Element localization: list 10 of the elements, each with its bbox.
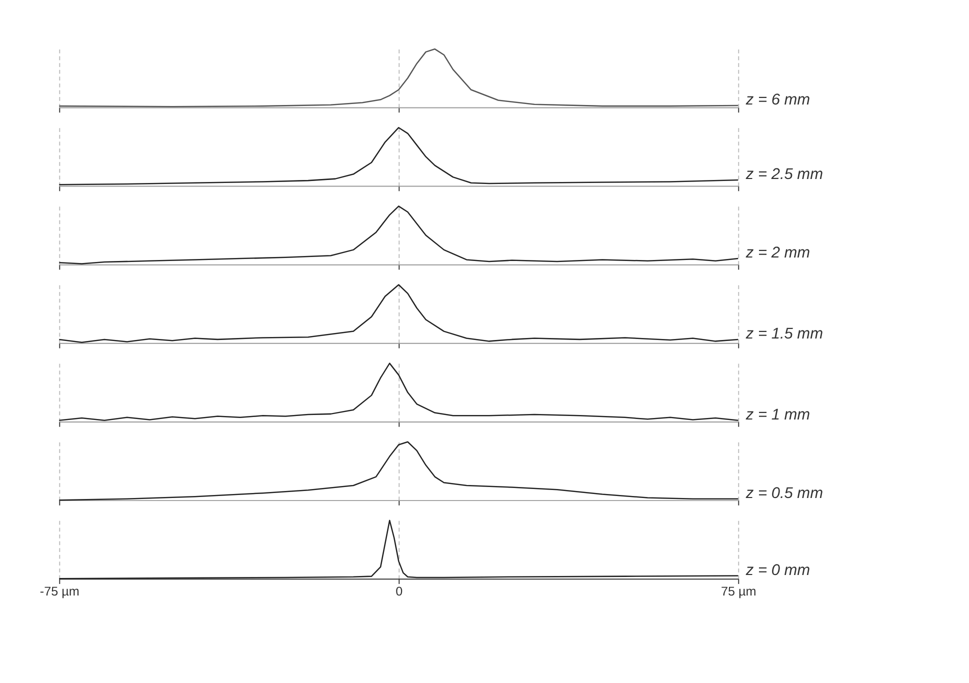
series-label: z = 2.5 mm bbox=[744, 166, 824, 184]
series-label: z = 0.5 mm bbox=[744, 484, 824, 502]
x-tick-label: 75 µm bbox=[721, 584, 756, 599]
x-tick-label: -75 µm bbox=[40, 584, 80, 599]
series-label: z = 0 mm bbox=[744, 562, 810, 579]
x-tick-label: 0 bbox=[396, 584, 403, 599]
series-label: z = 2 mm bbox=[744, 244, 810, 262]
series-label: z = 1.5 mm bbox=[744, 325, 824, 342]
series-label: z = 1 mm bbox=[744, 406, 810, 424]
series-label: z = 6 mm bbox=[744, 92, 810, 109]
